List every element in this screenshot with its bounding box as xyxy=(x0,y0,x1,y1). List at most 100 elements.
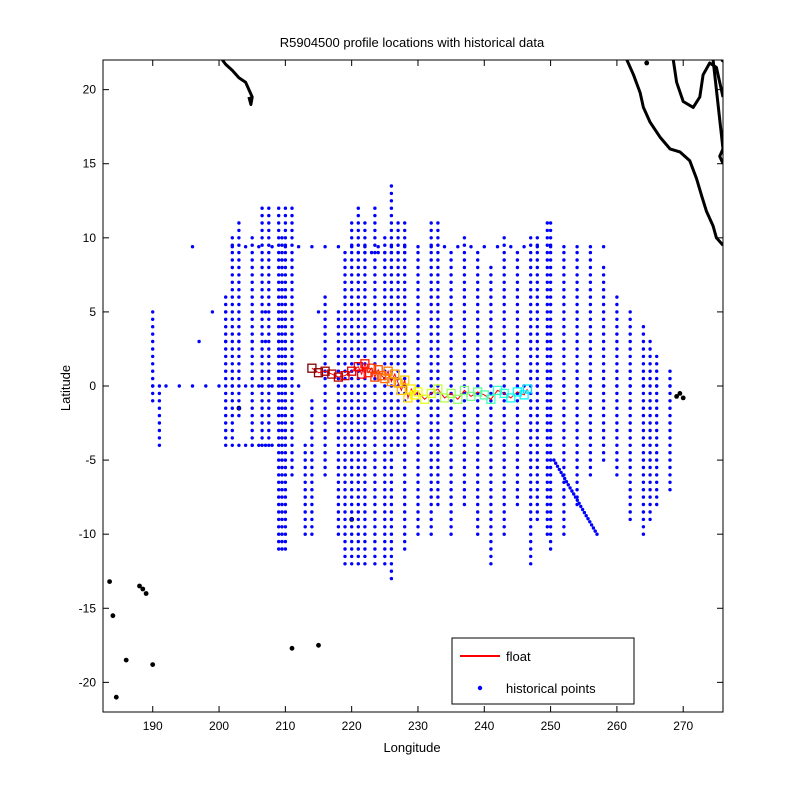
historical-point xyxy=(389,184,394,188)
historical-point xyxy=(383,384,387,388)
historical-point xyxy=(267,243,271,247)
historical-point xyxy=(668,465,672,470)
historical-point xyxy=(230,413,234,418)
historical-point xyxy=(303,451,307,455)
historical-point xyxy=(350,354,354,359)
historical-point xyxy=(462,339,467,344)
historical-point xyxy=(260,443,264,447)
historical-point xyxy=(389,458,394,462)
historical-point xyxy=(548,510,553,514)
historical-point xyxy=(449,451,453,455)
historical-point xyxy=(429,510,433,514)
historical-point xyxy=(323,391,327,396)
historical-point xyxy=(280,310,284,314)
historical-point xyxy=(230,339,234,344)
historical-point xyxy=(403,517,407,522)
historical-point xyxy=(363,399,367,403)
historical-point xyxy=(323,473,327,477)
historical-point xyxy=(230,362,234,366)
historical-point xyxy=(562,517,566,522)
historical-point xyxy=(356,480,360,484)
historical-point xyxy=(283,428,288,433)
historical-point xyxy=(436,339,440,344)
historical-point xyxy=(363,317,367,321)
historical-point xyxy=(577,501,581,505)
x-tick-label: 200 xyxy=(209,719,229,733)
historical-point xyxy=(310,421,314,425)
historical-point xyxy=(588,421,593,425)
historical-point xyxy=(363,517,367,522)
historical-point xyxy=(260,273,264,277)
historical-point xyxy=(615,317,619,321)
island-point xyxy=(140,586,146,592)
x-tick-label: 270 xyxy=(673,719,693,733)
historical-point xyxy=(462,325,467,329)
historical-point xyxy=(350,517,354,522)
historical-point xyxy=(502,236,506,240)
historical-point xyxy=(436,288,440,292)
historical-point xyxy=(290,354,294,359)
historical-point xyxy=(373,310,377,314)
historical-point xyxy=(615,369,619,373)
historical-point xyxy=(383,532,387,536)
historical-point xyxy=(529,451,533,455)
historical-point xyxy=(449,525,453,529)
historical-point xyxy=(628,465,632,470)
historical-point xyxy=(343,295,347,299)
historical-point xyxy=(383,421,387,425)
historical-point xyxy=(545,384,549,388)
historical-point xyxy=(668,458,672,462)
historical-point xyxy=(601,421,606,425)
historical-point xyxy=(655,406,659,410)
historical-point xyxy=(429,325,433,329)
historical-point xyxy=(383,354,387,359)
historical-point xyxy=(373,451,377,455)
historical-point xyxy=(588,354,593,359)
historical-point xyxy=(343,510,347,514)
historical-point xyxy=(615,473,619,477)
historical-point xyxy=(575,413,579,418)
historical-point xyxy=(601,280,606,284)
historical-point xyxy=(363,473,367,477)
historical-point xyxy=(575,362,579,366)
historical-point xyxy=(296,245,301,249)
historical-point xyxy=(363,265,367,270)
historical-point xyxy=(502,421,506,425)
historical-point xyxy=(615,391,619,396)
historical-point xyxy=(529,458,533,462)
historical-point xyxy=(562,458,566,462)
historical-point xyxy=(373,339,377,344)
historical-point xyxy=(260,354,264,359)
historical-point xyxy=(230,354,234,359)
historical-point xyxy=(449,495,453,499)
historical-point xyxy=(224,369,228,373)
historical-point xyxy=(416,273,420,277)
historical-point xyxy=(257,384,261,388)
historical-point xyxy=(250,310,254,314)
historical-point xyxy=(290,362,294,366)
historical-point xyxy=(562,250,566,255)
y-tick-label: -15 xyxy=(79,601,97,615)
historical-point xyxy=(343,421,347,425)
historical-point xyxy=(151,325,155,329)
historical-point xyxy=(356,213,360,218)
historical-point xyxy=(562,532,566,536)
historical-point xyxy=(389,525,394,529)
historical-point xyxy=(197,339,201,344)
historical-point xyxy=(416,376,420,381)
historical-point xyxy=(303,510,307,514)
historical-point xyxy=(489,332,493,336)
historical-point xyxy=(548,436,553,440)
historical-point xyxy=(389,406,394,410)
historical-point xyxy=(668,413,672,418)
historical-point xyxy=(462,406,467,410)
historical-point xyxy=(429,288,433,292)
historical-point xyxy=(356,228,360,233)
historical-point xyxy=(535,517,539,522)
historical-point xyxy=(403,495,407,499)
historical-point xyxy=(489,562,493,566)
historical-point xyxy=(429,332,433,336)
historical-point xyxy=(260,302,264,307)
historical-point xyxy=(593,529,597,533)
historical-point xyxy=(323,339,327,344)
